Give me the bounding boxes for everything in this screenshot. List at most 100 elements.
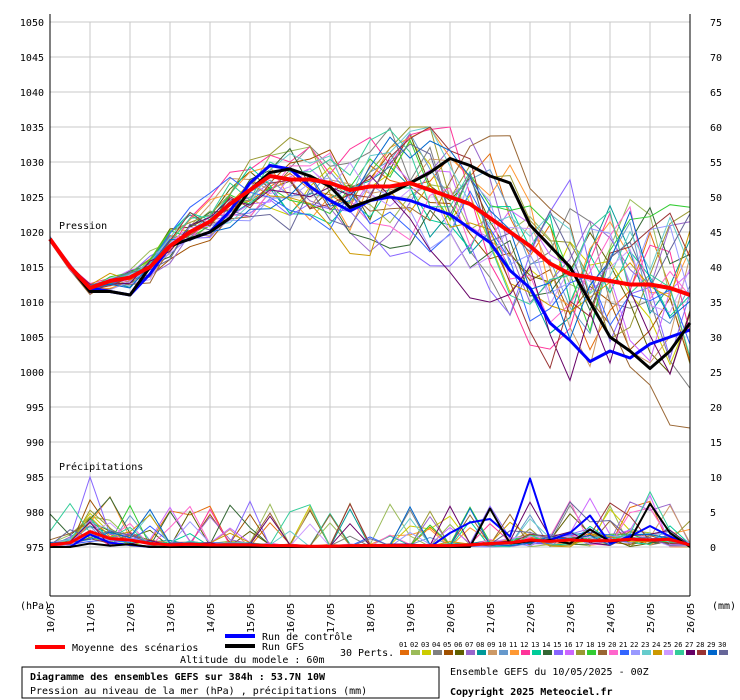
pert-number: 26 [674,641,682,649]
precip-section-label: Précipitations [59,461,143,473]
pert-number: 17 [575,641,583,649]
y-tick-label-precip: 35 [710,298,722,309]
pert-swatch [598,650,607,655]
pert-swatch [521,650,530,655]
pert-number: 27 [685,641,693,649]
y-tick-label-precip: 60 [710,123,722,134]
pert-number: 28 [696,641,704,649]
pressure-section-label: Pression [59,221,107,232]
x-tick-label: 26/05 [686,603,697,633]
pert-number: 02 [410,641,418,649]
y-tick-label-pressure: 980 [26,508,44,519]
x-tick-label: 17/05 [326,603,337,633]
pert-swatch [653,650,662,655]
main-series-lines [48,157,692,548]
x-tick-label: 24/05 [606,603,617,633]
pert-number: 08 [476,641,484,649]
footer-copyright: Copyright 2025 Meteociel.fr [450,686,613,698]
pert-swatch [455,650,464,655]
x-tick-label: 22/05 [526,603,537,633]
y-tick-label-precip: 15 [710,438,722,449]
y-tick-label-pressure: 1010 [20,298,44,309]
pert-number: 13 [531,641,539,649]
pert-swatch [477,650,486,655]
pert-swatch [675,650,684,655]
y-tick-label-pressure: 1045 [20,53,44,64]
right-axis-unit: (mm) [712,601,736,612]
footer-title: Diagramme des ensembles GEFS sur 384h : … [30,671,326,683]
x-tick-label: 10/05 [46,603,57,633]
pert-number: 16 [564,641,572,649]
pert-number: 20 [608,641,616,649]
pert-number: 19 [597,641,605,649]
x-tick-label: 11/05 [86,603,97,633]
pert-swatch [631,650,640,655]
y-tick-label-pressure: 995 [26,403,44,414]
pert-swatch [466,650,475,655]
pert-swatch [686,650,695,655]
pert-number: 09 [487,641,495,649]
pert-number: 12 [520,641,528,649]
pert-swatch [411,650,420,655]
y-tick-label-precip: 10 [710,473,722,484]
pert-number: 18 [586,641,594,649]
pert-number: 04 [432,641,440,649]
x-tick-label: 18/05 [366,603,377,633]
y-tick-label-pressure: 1025 [20,193,44,204]
pert-number: 03 [421,641,429,649]
pert-swatch [543,650,552,655]
pert-swatch [587,650,596,655]
y-tick-label-pressure: 1015 [20,263,44,274]
perturbation-legend: 01 02 03 04 05 06 07 08 09 10 11 12 13 14 15 16 17 18 19 20… [399,641,728,655]
y-tick-label-precip: 30 [710,333,722,344]
x-tick-label: 15/05 [246,603,257,633]
pert-swatch [510,650,519,655]
pert-number: 23 [641,641,649,649]
y-tick-label-pressure: 1030 [20,158,44,169]
pert-number: 01 [399,641,407,649]
pert-number: 06 [454,641,462,649]
legend-gfs-label: Run GFS [262,642,304,653]
y-tick-label-pressure: 1050 [20,18,44,29]
pert-number: 22 [630,641,638,649]
pert-number: 05 [443,641,451,649]
pert-number: 24 [652,641,660,649]
x-tick-label: 14/05 [206,603,217,633]
x-tick-label: 21/05 [486,603,497,633]
y-tick-label-pressure: 990 [26,438,44,449]
pert-swatch [708,650,717,655]
pert-swatch [620,650,629,655]
x-tick-label: 20/05 [446,603,457,633]
pert-swatch [609,650,618,655]
axes: 10/05 11/05 12/05 13/05 14/05 15/05 16/05 17/05… [20,14,722,633]
pert-number: 14 [542,641,550,649]
mean-pressure-line [48,174,691,297]
pert-number: 30 [718,641,726,649]
pert-swatch [433,650,442,655]
pert-number: 07 [465,641,473,649]
pert-swatch [444,650,453,655]
pert-swatch [499,650,508,655]
y-tick-label-pressure: 1035 [20,123,44,134]
x-tick-label: 12/05 [126,603,137,633]
pert-swatch [576,650,585,655]
y-tick-label-precip: 20 [710,403,722,414]
y-tick-label-precip: 40 [710,263,722,274]
perturbation-pressure-line [49,178,691,360]
y-tick-label-pressure: 1005 [20,333,44,344]
y-tick-label-pressure: 975 [26,543,44,554]
pert-number: 10 [498,641,506,649]
perturbation-pressure-line [49,136,691,341]
pert-swatch [664,650,673,655]
pert-swatch [400,650,409,655]
pert-swatch [642,650,651,655]
x-tick-label: 19/05 [406,603,417,633]
y-tick-label-precip: 50 [710,193,722,204]
legend-mean-label: Moyenne des scénarios [72,642,198,654]
pert-number: 21 [619,641,627,649]
pert-number: 25 [663,641,671,649]
footer-box [21,666,440,699]
legend: Moyenne des scénarios Run de contrôle Ru… [35,631,728,666]
pert-swatch [532,650,541,655]
y-tick-label-precip: 25 [710,368,722,379]
